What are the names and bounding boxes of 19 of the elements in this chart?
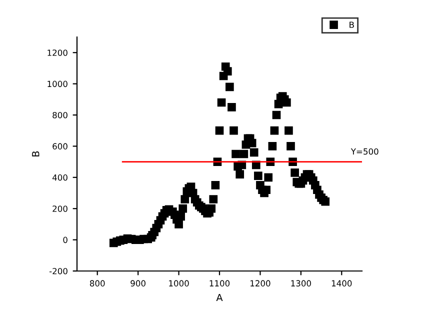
y-tick-label: 1200 <box>48 50 68 56</box>
legend-label: B <box>350 22 354 28</box>
x-tick-label: 1000 <box>169 280 189 286</box>
y-tick-label: -200 <box>49 268 68 274</box>
y-tick-label: 800 <box>52 112 68 118</box>
x-axis-title: A <box>216 294 223 302</box>
x-tick-label: 1400 <box>332 280 352 286</box>
x-tick-label: 1200 <box>250 280 270 286</box>
ref-line-label: Y=500 <box>350 148 378 155</box>
x-tick-label: 1100 <box>210 280 230 286</box>
y-tick-label: 0 <box>63 236 68 244</box>
y-tick-label: 600 <box>52 143 68 150</box>
y-tick-label: 400 <box>52 174 68 181</box>
x-tick-label: 1300 <box>291 280 311 286</box>
y-tick-label: 200 <box>52 206 68 212</box>
x-tick-label: 800 <box>90 280 105 286</box>
x-tick-label: 900 <box>130 280 146 286</box>
y-tick-label: 1000 <box>48 80 68 88</box>
y-axis-title: B <box>32 151 40 156</box>
